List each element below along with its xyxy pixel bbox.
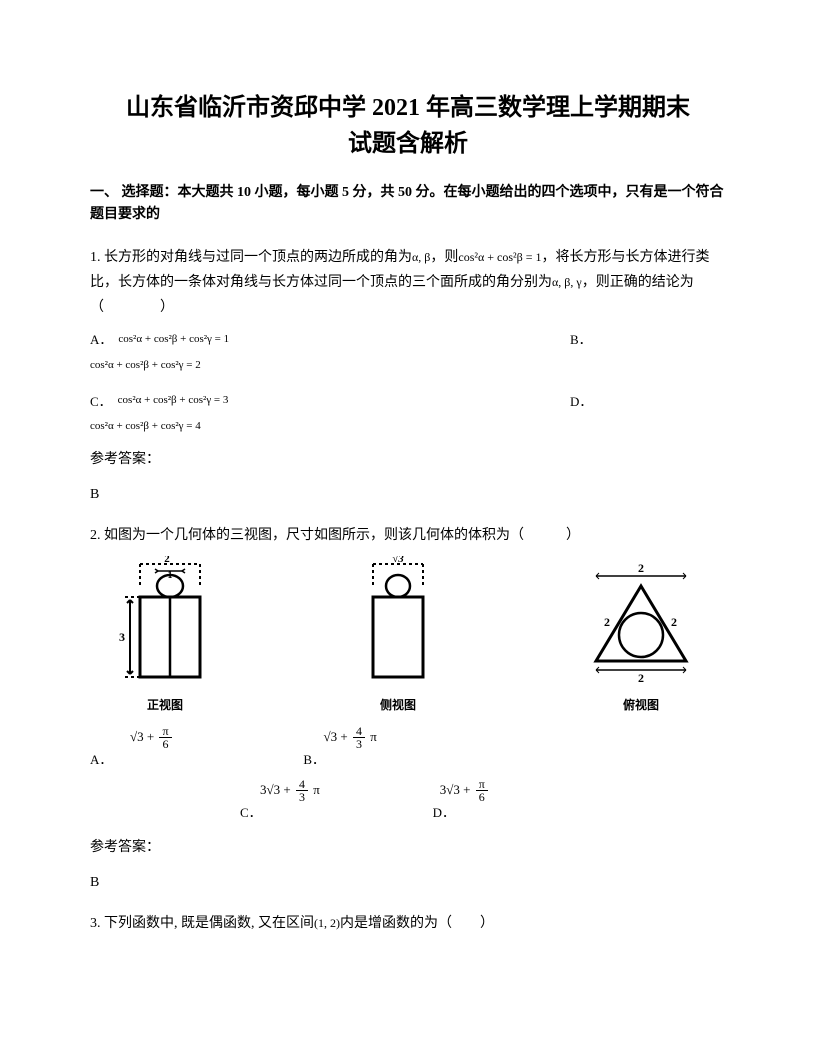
q2-optA-label: A．	[90, 748, 112, 771]
q1-text: 1. 长方形的对角线与过同一个顶点的两边所成的角为α, β，则cos²α + c…	[90, 245, 726, 321]
q2-options-row-2: 3√3 + 43 π 3√3 + π6	[90, 778, 726, 804]
q2-optD-formula: 3√3 + π6	[440, 778, 490, 804]
q2-options-labels-2: C． D．	[90, 801, 726, 824]
q1-optA-formula: cos²α + cos²β + cos²γ = 1	[118, 330, 229, 350]
q1-option-d-formula-row: cos²α + cos²β + cos²γ = 4	[90, 417, 726, 437]
svg-text:2: 2	[604, 615, 610, 629]
side-view-label: 侧视图	[380, 695, 416, 717]
q2-three-views: 2 1 3 正视图	[90, 556, 726, 717]
q1-formula-3: α, β, γ	[552, 275, 582, 289]
q2-optB-formula: √3 + 43 π	[324, 725, 377, 751]
svg-text:2: 2	[638, 671, 644, 685]
svg-text:2: 2	[671, 615, 677, 629]
q1-option-b-formula-row: cos²α + cos²β + cos²γ = 2	[90, 356, 726, 376]
q2-optD-label: D．	[433, 801, 455, 824]
question-2: 2. 如图为一个几何体的三视图，尺寸如图所示，则该几何体的体积为（ ） 2 1	[90, 523, 726, 895]
q2-optA-formula: √3 + π6	[130, 725, 174, 751]
q3-formula: (1, 2)	[314, 916, 340, 930]
q1-text-p2: ，则	[430, 250, 458, 265]
q2-optB-label: B．	[303, 748, 325, 771]
q1-text-p1: 1. 长方形的对角线与过同一个顶点的两边所成的角为	[90, 250, 412, 265]
q1-options-row-1: A． cos²α + cos²β + cos²γ = 1 B．	[90, 328, 726, 351]
top-view-svg: 2 2 2 2	[566, 556, 716, 691]
title-line-2: 试题含解析	[90, 126, 726, 162]
q1-optC-formula: cos²α + cos²β + cos²γ = 3	[118, 391, 229, 411]
q1-optD-formula: cos²α + cos²β + cos²γ = 4	[90, 417, 201, 437]
q1-answer-label: 参考答案：	[90, 447, 726, 472]
page-title: 山东省临沂市资邱中学 2021 年高三数学理上学期期末 试题含解析	[90, 90, 726, 162]
q2-side-view: √3 侧视图	[343, 556, 453, 717]
q2-text: 2. 如图为一个几何体的三视图，尺寸如图所示，则该几何体的体积为（ ）	[90, 523, 726, 548]
q1-optC-label: C．	[90, 390, 112, 413]
q1-option-b: B．	[570, 328, 598, 351]
svg-text:√3: √3	[392, 556, 404, 565]
question-1: 1. 长方形的对角线与过同一个顶点的两边所成的角为α, β，则cos²α + c…	[90, 245, 726, 507]
title-line-1: 山东省临沂市资邱中学 2021 年高三数学理上学期期末	[90, 90, 726, 126]
top-view-label: 俯视图	[623, 695, 659, 717]
q1-answer: B	[90, 482, 726, 507]
q1-option-a: A． cos²α + cos²β + cos²γ = 1	[90, 328, 570, 351]
front-view-label: 正视图	[147, 695, 183, 717]
q2-options-row-1: √3 + π6 √3 + 43 π	[90, 725, 726, 751]
q2-options-labels-1: A． B．	[90, 748, 726, 771]
q2-optC-label: C．	[240, 801, 262, 824]
svg-text:2: 2	[164, 556, 170, 565]
q2-answer-label: 参考答案：	[90, 835, 726, 860]
front-view-svg: 2 1 3	[100, 556, 230, 691]
q1-option-d: D．	[570, 390, 598, 413]
svg-text:2: 2	[638, 561, 644, 575]
section-1-header: 一、 选择题：本大题共 10 小题，每小题 5 分，共 50 分。在每小题给出的…	[90, 182, 726, 227]
q1-option-c: C． cos²α + cos²β + cos²γ = 3	[90, 390, 570, 413]
q2-answer: B	[90, 870, 726, 895]
q1-options-row-2: C． cos²α + cos²β + cos²γ = 3 D．	[90, 390, 726, 413]
q1-optA-label: A．	[90, 328, 112, 351]
q2-optC-formula: 3√3 + 43 π	[260, 778, 320, 804]
q1-optB-label: B．	[570, 328, 592, 351]
q1-optD-label: D．	[570, 390, 592, 413]
side-view-svg: √3	[343, 556, 453, 691]
q3-text-p2: 内是增函数的为（ ）	[340, 916, 494, 931]
question-3: 3. 下列函数中, 既是偶函数, 又在区间(1, 2)内是增函数的为（ ）	[90, 911, 726, 936]
q2-front-view: 2 1 3 正视图	[100, 556, 230, 717]
q3-text-p1: 3. 下列函数中, 既是偶函数, 又在区间	[90, 916, 314, 931]
q2-top-view: 2 2 2 2 俯视图	[566, 556, 716, 717]
q1-optB-formula: cos²α + cos²β + cos²γ = 2	[90, 356, 201, 376]
q1-formula-2: cos²α + cos²β = 1	[458, 250, 541, 264]
svg-text:3: 3	[119, 630, 125, 644]
q1-formula-1: α, β	[412, 250, 430, 264]
